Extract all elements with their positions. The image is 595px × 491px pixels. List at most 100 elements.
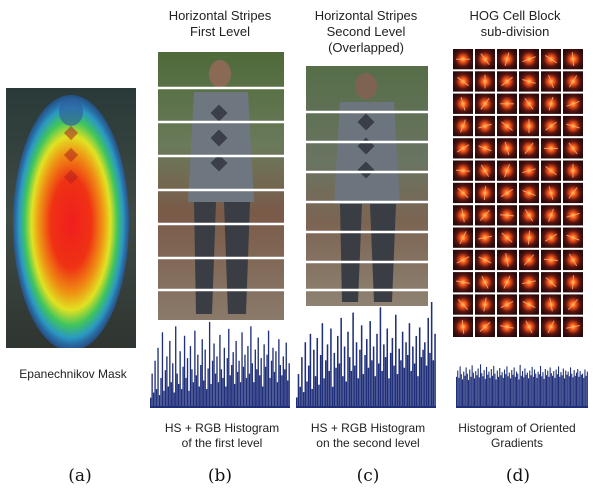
hog-gradient-stroke (504, 164, 510, 178)
panel-d-label: (d) (505, 466, 531, 486)
hog-gradient-stroke (457, 187, 469, 199)
histogram-bar (573, 370, 575, 408)
histogram-bar (549, 367, 551, 408)
histogram-bar (566, 374, 568, 408)
histogram-bar (518, 379, 520, 408)
histogram-bar (328, 370, 330, 408)
hog-gradient-stroke (478, 145, 492, 152)
histogram-bar (313, 349, 315, 408)
histogram-bar (482, 376, 484, 408)
histogram-bar (510, 378, 512, 408)
hog-gradient-stroke (523, 254, 535, 266)
hog-gradient-stroke (567, 298, 579, 311)
panel-b-title: Horizontal Stripes First Level (168, 8, 272, 39)
histogram-bar (169, 340, 171, 408)
histogram-bar (263, 344, 265, 408)
hog-gradient-stroke (499, 214, 515, 217)
histogram-bar (330, 328, 332, 408)
histogram-bar (228, 328, 230, 408)
hog-gradient-stroke (525, 320, 533, 334)
histogram-bar (207, 368, 209, 408)
hog-gradient-stroke (500, 188, 514, 198)
histogram-bar (163, 390, 165, 408)
histogram-bar (183, 335, 186, 408)
histogram-bar (306, 381, 308, 408)
histogram-bar (161, 332, 164, 408)
histogram-bar (546, 375, 548, 408)
histogram-bar (309, 333, 312, 408)
panel-a-caption: Epanechnikov Mask (19, 367, 127, 381)
histogram-bar (534, 369, 536, 408)
histogram-bar (154, 360, 156, 408)
histogram-bar (559, 376, 561, 408)
histogram-bar (369, 321, 371, 408)
histogram-bar (170, 382, 172, 408)
histogram-bar (222, 377, 224, 408)
histogram-bar (323, 378, 325, 408)
histogram-bar (535, 373, 537, 408)
histogram-bar (372, 346, 375, 408)
histogram-bar (364, 355, 366, 408)
hog-gradient-stroke (571, 275, 575, 290)
epanechnikov-mask-image (6, 88, 136, 348)
histogram-bar (565, 370, 567, 408)
hog-gradient-stroke (566, 212, 580, 218)
histogram-bar (167, 386, 170, 408)
hog-gradient-stroke (461, 319, 465, 334)
histogram-bar (501, 372, 503, 408)
histogram-bar (319, 355, 322, 408)
hog-gradient-stroke (548, 208, 554, 222)
histogram-bar (262, 386, 264, 408)
histogram-bar (418, 327, 421, 408)
histogram-bar (173, 392, 175, 408)
hog-gradient-stroke (566, 234, 580, 241)
histogram-bar (333, 352, 336, 408)
histogram-bar (381, 370, 383, 408)
histogram-bar (251, 363, 254, 408)
panel-d-caption: Histogram of Oriented Gradients (458, 421, 576, 450)
histogram-bar (532, 376, 534, 408)
histogram-bar (347, 331, 349, 408)
histogram-bar (471, 365, 473, 408)
histogram-bar (498, 376, 500, 408)
histogram-bar (325, 360, 327, 408)
histogram-bar (231, 365, 233, 408)
histogram-bar (278, 339, 280, 408)
histogram-bar (512, 374, 514, 408)
histogram-bar (564, 378, 566, 408)
histogram-bar (516, 371, 518, 408)
hog-gradient-stroke (522, 280, 536, 285)
histogram-bar (245, 377, 248, 408)
histogram-bar (270, 360, 273, 408)
histogram-bar (203, 380, 205, 408)
histogram-bar (484, 378, 486, 408)
histogram-bar (585, 375, 587, 408)
histogram-bar (219, 334, 221, 408)
histogram-bar (481, 373, 483, 408)
histogram-bar (568, 376, 570, 408)
histogram-bar (567, 371, 569, 408)
histogram-bar (417, 376, 419, 408)
histogram-bar (531, 366, 533, 408)
histogram-bar (524, 368, 526, 408)
histogram-bar (577, 369, 579, 408)
histogram-bar (413, 363, 416, 408)
histogram-bar (386, 328, 389, 408)
histogram-bar (410, 370, 412, 408)
histogram-bar (198, 386, 200, 408)
hog-gradient-stroke (460, 96, 466, 111)
hog-gradient-stroke (549, 297, 553, 312)
histogram-bar (354, 365, 356, 408)
hog-gradient-stroke (457, 76, 469, 87)
histogram-bar (574, 375, 576, 408)
histogram-bar (232, 352, 234, 408)
histogram-bar (576, 372, 578, 408)
histogram-bar (164, 370, 167, 408)
hog-gradient-stroke (480, 97, 490, 110)
hog-gradient-stroke (479, 321, 491, 332)
histogram-bar (223, 347, 226, 408)
histogram-bar (553, 371, 555, 408)
histogram-bar (395, 314, 397, 408)
histogram-bar (241, 332, 243, 408)
histogram-bar (396, 374, 399, 408)
